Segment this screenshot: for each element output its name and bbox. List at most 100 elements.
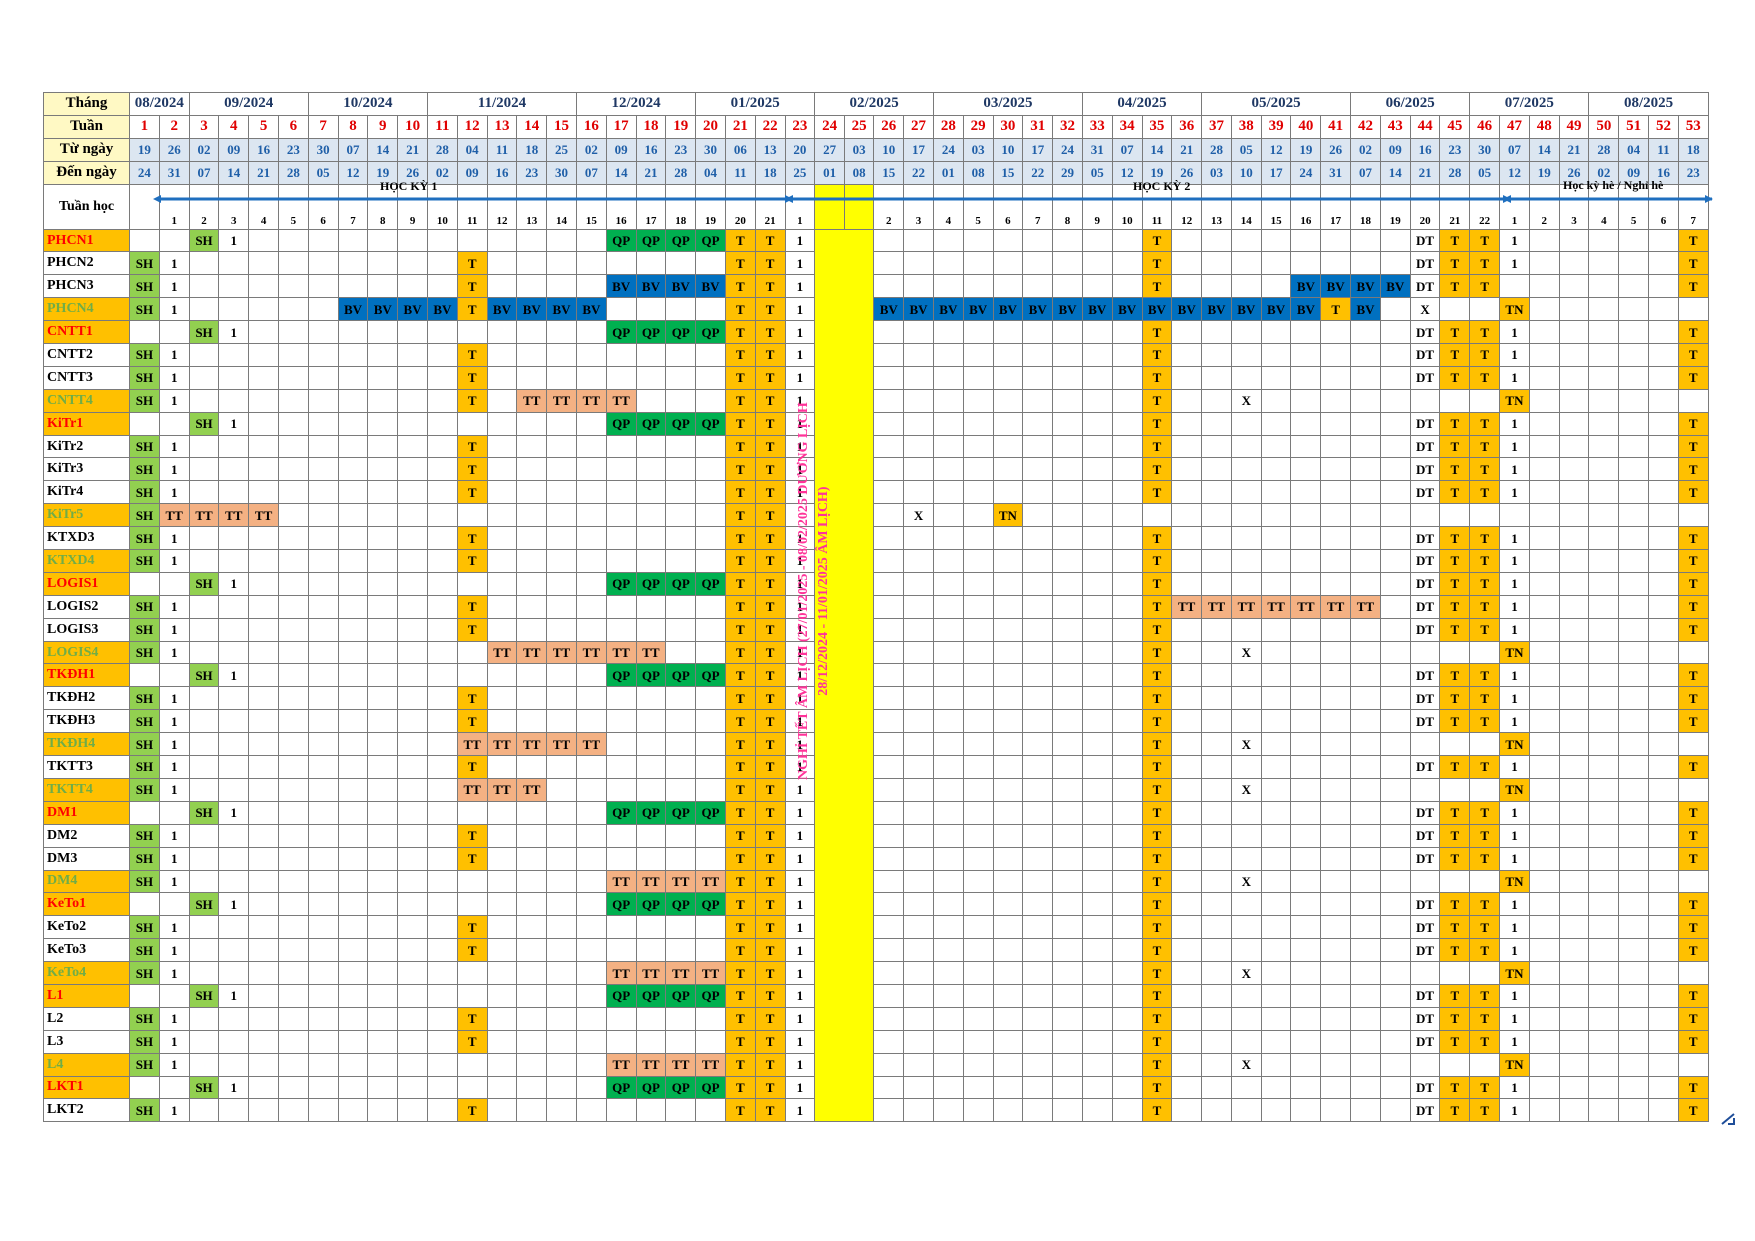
schedule-cell: TT [516, 640, 548, 665]
schedule-cell: QP [665, 892, 697, 917]
empty-cell [307, 846, 339, 871]
schedule-cell: T [754, 274, 786, 299]
empty-cell [1201, 274, 1232, 299]
to-date-cell: 21 [635, 160, 667, 185]
empty-cell [397, 915, 428, 940]
week-number-cell: 25 [843, 114, 875, 139]
empty-cell [188, 1006, 220, 1031]
empty-cell [1320, 411, 1352, 436]
empty-cell [1111, 388, 1143, 413]
schedule-cell: T [754, 1052, 786, 1077]
empty-cell [1052, 800, 1083, 825]
schedule-cell: QP [605, 571, 637, 596]
empty-cell [1320, 686, 1352, 711]
schedule-cell: 1 [784, 938, 816, 963]
empty-cell [1171, 1075, 1203, 1100]
empty-cell [1081, 503, 1113, 528]
month-cell: 08/2025 [1588, 92, 1709, 116]
empty-cell [307, 1075, 339, 1100]
empty-cell [248, 892, 279, 917]
empty-cell [1230, 526, 1262, 551]
empty-cell [575, 411, 607, 436]
study-week-cell: 6 [307, 183, 339, 230]
empty-cell [1618, 755, 1650, 779]
empty-cell [1618, 686, 1650, 711]
empty-cell [665, 640, 697, 665]
to-date-cell: 11 [724, 160, 756, 185]
empty-cell [1022, 457, 1054, 482]
empty-cell [1201, 480, 1232, 505]
schedule-cell: T [1439, 571, 1471, 596]
empty-cell [1111, 777, 1143, 802]
schedule-cell: T [1141, 938, 1173, 963]
empty-cell [1648, 274, 1679, 299]
schedule-cell: T [1439, 1098, 1471, 1123]
empty-cell [1439, 1052, 1471, 1077]
empty-cell [992, 228, 1024, 253]
to-date-cell: 05 [1081, 160, 1113, 185]
empty-cell [158, 320, 190, 345]
schedule-cell: T [724, 915, 756, 940]
empty-cell [1171, 480, 1203, 505]
empty-cell [1558, 1006, 1590, 1031]
empty-cell [486, 388, 518, 413]
empty-cell [1290, 228, 1322, 253]
schedule-cell: SH [188, 571, 220, 596]
empty-cell [1588, 388, 1620, 413]
empty-cell [1052, 365, 1083, 390]
study-week-cell: 18 [1350, 183, 1381, 230]
empty-cell [635, 434, 667, 459]
from-date-cell: 02 [188, 137, 220, 162]
schedule-cell: SH [129, 434, 160, 459]
empty-cell [1260, 732, 1292, 757]
schedule-cell: T [754, 297, 786, 322]
empty-cell [277, 480, 309, 505]
to-date-cell: 05 [1469, 160, 1501, 185]
schedule-cell: DT [1409, 800, 1441, 825]
empty-cell [635, 594, 667, 619]
empty-cell [1052, 983, 1083, 1008]
schedule-cell: SH [129, 755, 160, 779]
schedule-cell: BV [932, 297, 964, 322]
empty-cell [337, 503, 369, 528]
empty-cell [1111, 365, 1143, 390]
schedule-cell: SH [129, 549, 160, 573]
empty-cell [1648, 1029, 1679, 1054]
schedule-cell: 1 [1499, 892, 1530, 917]
schedule-cell: T [1469, 709, 1501, 734]
week-number-cell: 40 [1290, 114, 1322, 139]
schedule-cell: T [1439, 1029, 1471, 1054]
empty-cell [1350, 983, 1381, 1008]
week-number-cell: 37 [1201, 114, 1232, 139]
empty-cell [277, 869, 309, 894]
schedule-cell: T [1677, 1098, 1709, 1123]
empty-cell [277, 846, 309, 871]
week-number-cell: 38 [1230, 114, 1262, 139]
schedule-cell: 1 [1499, 686, 1530, 711]
empty-cell [1558, 915, 1590, 940]
empty-cell [218, 343, 250, 367]
schedule-cell: T [1469, 251, 1501, 276]
schedule-cell: QP [665, 571, 697, 596]
empty-cell [307, 732, 339, 757]
schedule-cell: T [724, 640, 756, 665]
empty-cell [1588, 411, 1620, 436]
empty-cell [188, 617, 220, 642]
empty-cell [367, 915, 399, 940]
schedule-cell: T [1677, 1029, 1709, 1054]
empty-cell [1648, 663, 1679, 688]
week-number-cell: 3 [188, 114, 220, 139]
empty-cell [1588, 503, 1620, 528]
empty-cell [695, 388, 726, 413]
empty-cell [1081, 1029, 1113, 1054]
empty-cell [1648, 617, 1679, 642]
empty-cell [337, 800, 369, 825]
empty-cell [486, 411, 518, 436]
empty-cell [426, 1029, 458, 1054]
empty-cell [367, 800, 399, 825]
empty-cell [1230, 549, 1262, 573]
schedule-cell: SH [129, 915, 160, 940]
empty-cell [873, 846, 905, 871]
schedule-cell: T [1141, 1052, 1173, 1077]
empty-cell [962, 663, 994, 688]
